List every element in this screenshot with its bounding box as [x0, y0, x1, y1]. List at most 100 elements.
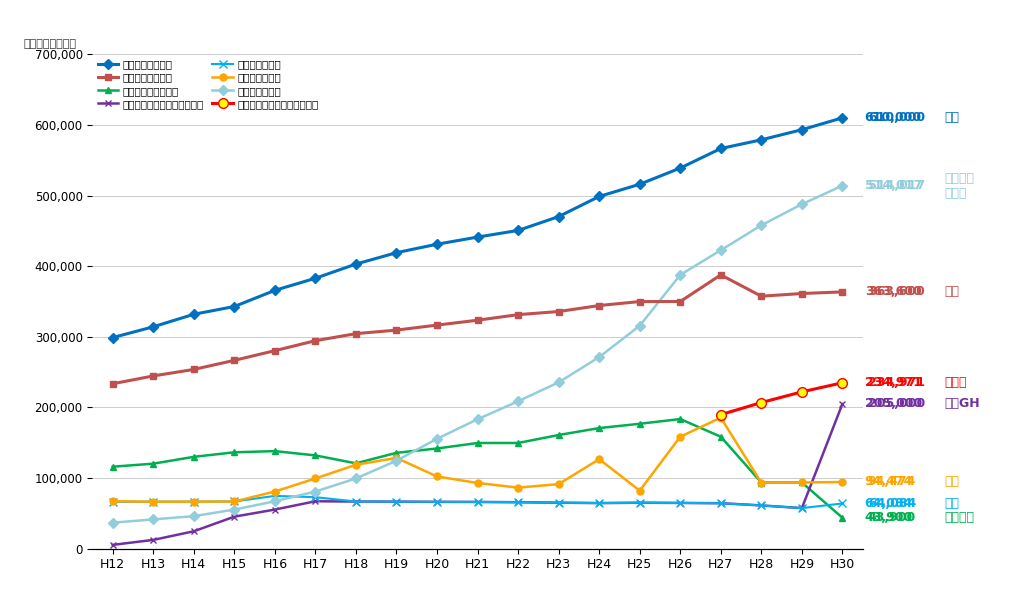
- Text: 高齢者向け住まい・施設の利用者数: 高齢者向け住まい・施設の利用者数: [401, 11, 626, 34]
- 養護老人ホーム: [593, 499, 605, 507]
- Text: 老健: 老健: [945, 285, 960, 298]
- Text: 514,017: 514,017: [868, 179, 925, 192]
- Text: 94,474: 94,474: [865, 476, 913, 488]
- 介護老人保健施設: [107, 380, 119, 387]
- 軽費老人ホーム: [107, 497, 119, 505]
- Line: 介護老人福祉施設: 介護老人福祉施設: [109, 115, 846, 341]
- 軽費老人ホーム: [390, 454, 403, 461]
- 養護老人ホーム: [147, 498, 159, 505]
- 介護療養型医療施設: [836, 514, 848, 522]
- 軽費老人ホーム: [553, 481, 565, 488]
- Line: サービス付き高齢者向け住宅: サービス付き高齢者向け住宅: [716, 378, 847, 420]
- Line: 養護老人ホーム: 養護老人ホーム: [109, 491, 846, 513]
- 介護老人福祉施設: [593, 193, 605, 200]
- Text: 介護療養: 介護療養: [945, 511, 975, 524]
- 介護療養型医療施設: [796, 479, 808, 486]
- 介護療養型医療施設: [350, 459, 363, 467]
- 養護老人ホーム: [796, 505, 808, 512]
- 養護老人ホーム: [390, 498, 403, 505]
- 介護老人保健施設: [755, 292, 767, 300]
- 軽費老人ホーム: [147, 498, 159, 505]
- Text: 94,474: 94,474: [868, 476, 916, 488]
- 介護老人保健施設: [147, 372, 159, 379]
- 認知症高齢者グループホーム: [755, 502, 767, 509]
- Legend: 介護老人福祉施設, 介護老人保健施設, 介護療養型医療施設, 認知症高齢者グループホーム, 養護老人ホーム, 軽費老人ホーム, 有料老人ホーム, サービス付き高: 介護老人福祉施設, 介護老人保健施設, 介護療養型医療施設, 認知症高齢者グルー…: [98, 60, 318, 109]
- 有料老人ホーム: [228, 506, 240, 513]
- 介護療養型医療施設: [715, 433, 727, 440]
- 軽費老人ホーム: [188, 498, 200, 505]
- 認知症高齢者グループホーム: [350, 498, 363, 505]
- Text: 43,900: 43,900: [865, 511, 913, 524]
- 介護老人福祉施設: [634, 181, 646, 188]
- 介護療養型医療施設: [755, 479, 767, 486]
- 認知症高齢者グループホーム: [390, 498, 403, 505]
- 介護老人福祉施設: [269, 286, 281, 294]
- 養護老人ホーム: [715, 500, 727, 507]
- 認知症高齢者グループホーム: [634, 499, 646, 507]
- 養護老人ホーム: [107, 498, 119, 505]
- 介護療養型医療施設: [674, 415, 686, 423]
- 有料老人ホーム: [553, 379, 565, 386]
- 認知症高齢者グループホーム: [471, 498, 484, 505]
- 有料老人ホーム: [593, 353, 605, 361]
- 養護老人ホーム: [674, 499, 686, 507]
- 有料老人ホーム: [188, 513, 200, 520]
- 介護療養型医療施設: [634, 420, 646, 428]
- 介護老人保健施設: [471, 317, 484, 324]
- 養護老人ホーム: [188, 498, 200, 505]
- 養護老人ホーム: [634, 499, 646, 507]
- 有料老人ホーム: [836, 182, 848, 189]
- 有料老人ホーム: [390, 457, 403, 464]
- 養護老人ホーム: [553, 499, 565, 507]
- 介護老人福祉施設: [188, 311, 200, 318]
- 軽費老人ホーム: [715, 414, 727, 421]
- 軽費老人ホーム: [674, 433, 686, 440]
- サービス付き高齢者向け住宅: [796, 388, 808, 396]
- 養護老人ホーム: [350, 498, 363, 505]
- 有料老人ホーム: [471, 415, 484, 423]
- 軽費老人ホーム: [228, 498, 240, 505]
- 認知症高齢者グループホーム: [188, 528, 200, 535]
- 介護療養型医療施設: [390, 449, 403, 456]
- Text: 234,971: 234,971: [865, 376, 921, 390]
- Text: 205,000: 205,000: [865, 397, 922, 411]
- 介護療養型医療施設: [188, 453, 200, 461]
- 有料老人ホーム: [674, 271, 686, 279]
- 認知症高齢者グループホーム: [511, 499, 524, 506]
- 認知症高齢者グループホーム: [147, 536, 159, 543]
- 有料老人ホーム: [107, 519, 119, 526]
- Text: 軽費: 軽費: [945, 476, 960, 488]
- 介護老人保健施設: [431, 321, 444, 329]
- 介護老人福祉施設: [431, 241, 444, 248]
- 認知症高齢者グループホーム: [553, 499, 565, 507]
- 軽費老人ホーム: [593, 455, 605, 463]
- 介護老人保健施設: [674, 298, 686, 305]
- 認知症高齢者グループホーム: [309, 497, 321, 505]
- Line: 認知症高齢者グループホーム: 認知症高齢者グループホーム: [109, 400, 846, 548]
- 有料老人ホーム: [269, 497, 281, 505]
- 有料老人ホーム: [431, 435, 444, 443]
- 有料老人ホーム: [350, 475, 363, 482]
- Line: 有料老人ホーム: 有料老人ホーム: [109, 182, 846, 526]
- Text: 514,017: 514,017: [865, 179, 922, 192]
- 認知症高齢者グループホーム: [431, 498, 444, 505]
- 介護老人福祉施設: [350, 260, 363, 268]
- 養護老人ホーム: [836, 500, 848, 507]
- 認知症高齢者グループホーム: [796, 505, 808, 512]
- 介護老人保健施設: [796, 290, 808, 297]
- 養護老人ホーム: [269, 492, 281, 499]
- 養護老人ホーム: [431, 498, 444, 505]
- 介護老人福祉施設: [147, 323, 159, 330]
- 軽費老人ホーム: [309, 475, 321, 482]
- 介護老人福祉施設: [309, 274, 321, 282]
- 介護療養型医療施設: [309, 452, 321, 459]
- Text: 64,084: 64,084: [865, 497, 913, 510]
- サービス付き高齢者向け住宅: [715, 411, 727, 418]
- サービス付き高齢者向け住宅: [836, 379, 848, 387]
- Text: 234,971: 234,971: [868, 376, 925, 390]
- 認知症高齢者グループホーム: [269, 506, 281, 513]
- 有料老人ホーム: [147, 516, 159, 523]
- 有料老人ホーム: [715, 247, 727, 254]
- 介護老人保健施設: [634, 298, 646, 305]
- 養護老人ホーム: [228, 498, 240, 505]
